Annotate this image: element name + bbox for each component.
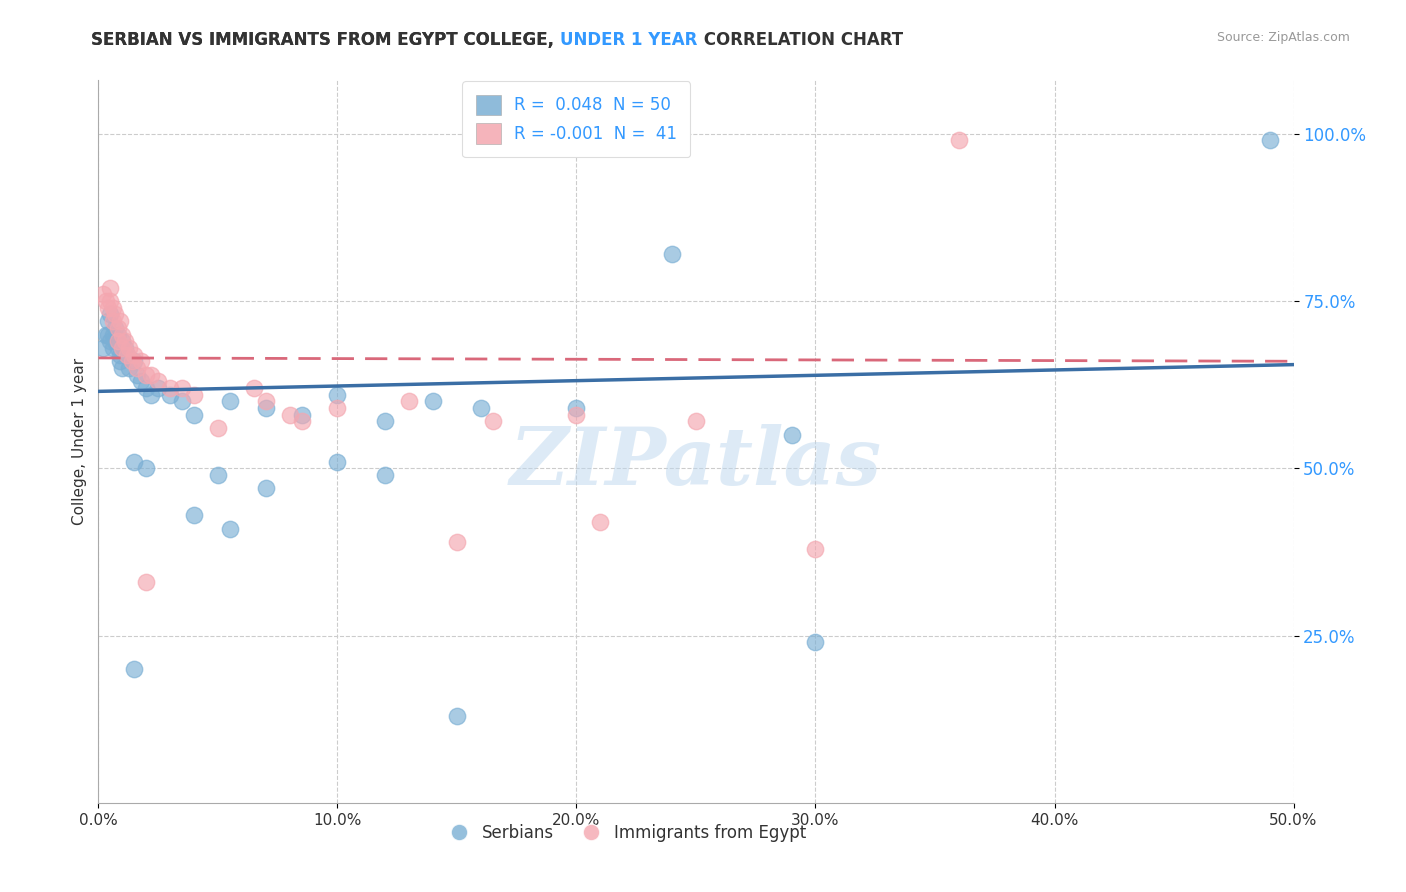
Point bbox=[135, 368, 157, 382]
Point bbox=[219, 521, 242, 535]
Point bbox=[326, 401, 349, 416]
Point bbox=[98, 281, 122, 295]
Point bbox=[104, 334, 127, 349]
Point bbox=[115, 348, 138, 362]
Point bbox=[118, 361, 141, 376]
Point bbox=[446, 534, 468, 549]
Point bbox=[114, 341, 136, 355]
Point bbox=[948, 134, 970, 148]
Point bbox=[207, 467, 229, 482]
Text: ZIPatlas: ZIPatlas bbox=[510, 425, 882, 502]
Point bbox=[139, 387, 162, 401]
Point bbox=[565, 408, 588, 422]
Point bbox=[107, 327, 129, 342]
Point bbox=[124, 354, 146, 368]
Text: Source: ZipAtlas.com: Source: ZipAtlas.com bbox=[1216, 31, 1350, 45]
Text: CORRELATION CHART: CORRELATION CHART bbox=[697, 31, 903, 49]
Point bbox=[481, 414, 505, 429]
Point bbox=[111, 334, 134, 349]
Point bbox=[139, 368, 162, 382]
Point bbox=[1258, 134, 1281, 148]
Point bbox=[326, 387, 349, 401]
Point bbox=[446, 708, 468, 723]
Point bbox=[291, 408, 314, 422]
Point bbox=[98, 334, 122, 349]
Point bbox=[121, 354, 143, 368]
Point bbox=[291, 414, 314, 429]
Point bbox=[108, 354, 131, 368]
Point bbox=[326, 455, 349, 469]
Point bbox=[135, 461, 157, 475]
Point bbox=[107, 321, 129, 335]
Point bbox=[97, 327, 120, 342]
Point bbox=[115, 348, 138, 362]
Point bbox=[219, 394, 242, 409]
Point bbox=[101, 341, 124, 355]
Point bbox=[124, 348, 146, 362]
Point bbox=[91, 341, 114, 355]
Point bbox=[159, 387, 181, 401]
Text: SERBIAN VS IMMIGRANTS FROM EGYPT COLLEGE,: SERBIAN VS IMMIGRANTS FROM EGYPT COLLEGE… bbox=[91, 31, 560, 49]
Point bbox=[183, 408, 205, 422]
Point bbox=[589, 515, 612, 529]
Point bbox=[101, 301, 124, 315]
Point bbox=[278, 408, 301, 422]
Point bbox=[125, 361, 148, 376]
Point bbox=[470, 401, 492, 416]
Point bbox=[124, 662, 146, 676]
Point bbox=[398, 394, 420, 409]
Point bbox=[104, 307, 127, 322]
Point bbox=[107, 334, 129, 349]
Point bbox=[254, 394, 277, 409]
Point bbox=[104, 321, 127, 335]
Point bbox=[422, 394, 444, 409]
Point bbox=[94, 327, 117, 342]
Point bbox=[374, 414, 396, 429]
Point bbox=[101, 314, 124, 328]
Point bbox=[780, 427, 803, 442]
Point bbox=[107, 341, 129, 355]
Point bbox=[172, 394, 194, 409]
Point bbox=[374, 467, 396, 482]
Point bbox=[172, 381, 194, 395]
Point bbox=[94, 294, 117, 309]
Point bbox=[135, 575, 157, 590]
Point bbox=[118, 341, 141, 355]
Point bbox=[254, 482, 277, 496]
Point bbox=[108, 314, 131, 328]
Point bbox=[111, 341, 134, 355]
Point bbox=[124, 455, 146, 469]
Point bbox=[183, 508, 205, 523]
Point bbox=[111, 361, 134, 376]
Point bbox=[131, 354, 153, 368]
Point bbox=[685, 414, 707, 429]
Point bbox=[159, 381, 181, 395]
Legend: Serbians, Immigrants from Egypt: Serbians, Immigrants from Egypt bbox=[436, 817, 813, 848]
Text: SERBIAN VS IMMIGRANTS FROM EGYPT COLLEGE,: SERBIAN VS IMMIGRANTS FROM EGYPT COLLEGE… bbox=[91, 31, 560, 49]
Point bbox=[804, 541, 827, 556]
Point bbox=[148, 381, 170, 395]
Point bbox=[98, 294, 122, 309]
Point bbox=[91, 287, 114, 301]
Point bbox=[108, 348, 131, 362]
Point bbox=[135, 381, 157, 395]
Point bbox=[661, 247, 683, 261]
Point bbox=[804, 635, 827, 649]
Point bbox=[243, 381, 266, 395]
Point bbox=[183, 387, 205, 401]
Point bbox=[148, 375, 170, 389]
Point bbox=[101, 327, 124, 342]
Point bbox=[125, 368, 148, 382]
Point bbox=[97, 314, 120, 328]
Point bbox=[207, 421, 229, 435]
Point bbox=[98, 307, 122, 322]
Point bbox=[114, 334, 136, 349]
Point bbox=[254, 401, 277, 416]
Point bbox=[565, 401, 588, 416]
Y-axis label: College, Under 1 year: College, Under 1 year bbox=[72, 358, 87, 525]
Point bbox=[131, 375, 153, 389]
Text: UNDER 1 YEAR: UNDER 1 YEAR bbox=[560, 31, 697, 49]
Point bbox=[97, 301, 120, 315]
Point bbox=[111, 327, 134, 342]
